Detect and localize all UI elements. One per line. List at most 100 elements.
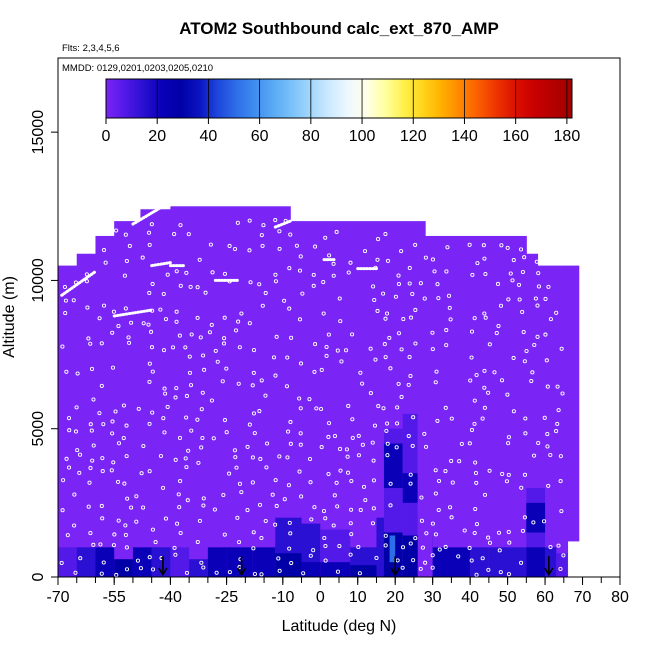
- sample-marker: [408, 373, 413, 379]
- sample-marker: [147, 469, 152, 474]
- sample-marker: [371, 458, 376, 463]
- sample-marker: [324, 344, 329, 350]
- sample-marker: [327, 253, 332, 258]
- sample-marker: [85, 305, 90, 310]
- sample-marker: [361, 484, 367, 489]
- descent-arrow-3: [544, 556, 554, 577]
- sample-marker: [446, 293, 452, 298]
- x-tick-label: 10: [349, 589, 367, 606]
- flight-leg-3: [150, 261, 172, 268]
- sample-marker: [66, 416, 72, 421]
- colorbar-tick-label: 20: [148, 128, 166, 145]
- sample-marker: [222, 336, 227, 341]
- sample-marker: [221, 341, 227, 346]
- sample-marker: [252, 571, 257, 577]
- heatmap-cell-34: [526, 547, 546, 577]
- sample-marker: [99, 503, 104, 509]
- heatmap-cell-29: [432, 547, 471, 577]
- sample-marker: [124, 454, 129, 459]
- sample-marker: [372, 423, 378, 428]
- sample-marker: [287, 306, 292, 311]
- sample-marker: [337, 544, 342, 549]
- sample-marker: [183, 345, 188, 350]
- sample-marker: [434, 369, 439, 374]
- sample-marker: [121, 403, 126, 408]
- sample-marker: [273, 218, 278, 223]
- sample-marker: [522, 255, 527, 260]
- sample-marker: [91, 397, 96, 402]
- sample-marker: [298, 431, 303, 436]
- sample-marker: [376, 237, 381, 242]
- sample-marker: [508, 271, 513, 276]
- sample-marker: [522, 359, 527, 364]
- x-tick-label: 80: [611, 589, 629, 606]
- heatmap-layer: [58, 206, 580, 578]
- sample-marker: [506, 435, 511, 440]
- sample-marker: [387, 335, 392, 340]
- sample-marker: [385, 421, 390, 426]
- sample-marker: [472, 530, 477, 536]
- sample-marker: [395, 405, 400, 410]
- sample-marker: [297, 396, 302, 401]
- sample-marker: [339, 359, 344, 364]
- sample-marker: [77, 470, 82, 475]
- sample-marker: [516, 282, 522, 287]
- heatmap-cell-11: [252, 547, 276, 577]
- sample-marker: [449, 515, 454, 520]
- sample-marker: [116, 518, 121, 523]
- sample-marker: [138, 566, 143, 571]
- heatmap-cell-0: [58, 547, 77, 577]
- heatmap-cell-36: [556, 553, 568, 577]
- colorbar-gradient: [105, 78, 573, 119]
- sample-marker: [185, 498, 190, 503]
- sample-marker: [487, 342, 492, 347]
- sample-marker: [178, 223, 183, 228]
- x-tick-label: 0: [316, 589, 325, 606]
- sample-marker: [173, 395, 178, 400]
- sample-marker: [298, 361, 304, 366]
- sample-marker: [410, 291, 415, 297]
- sample-marker: [456, 554, 461, 559]
- sample-marker: [381, 291, 386, 296]
- sample-marker: [175, 521, 180, 526]
- sample-marker: [331, 261, 336, 266]
- sample-marker: [410, 443, 415, 448]
- heatmap-cell-30: [470, 547, 489, 577]
- sample-marker: [338, 319, 343, 324]
- sample-marker: [203, 290, 208, 295]
- sample-marker: [213, 348, 218, 353]
- sample-marker: [177, 333, 182, 338]
- sample-marker: [232, 448, 237, 453]
- sample-marker: [360, 381, 365, 386]
- sample-marker: [472, 316, 477, 321]
- sample-marker: [174, 269, 179, 274]
- sample-marker: [87, 480, 92, 485]
- sample-marker: [250, 383, 255, 388]
- sample-marker: [294, 243, 299, 248]
- sample-marker: [60, 508, 65, 513]
- sample-marker: [251, 370, 256, 375]
- sample-marker: [110, 419, 115, 424]
- sample-marker: [114, 228, 119, 233]
- sample-marker: [174, 309, 179, 314]
- sample-marker: [430, 553, 435, 558]
- profile-track-layer: [59, 204, 577, 578]
- sample-marker: [335, 504, 340, 509]
- sample-marker: [535, 303, 540, 308]
- sample-marker: [396, 281, 401, 287]
- sample-marker: [475, 261, 480, 266]
- sample-marker: [381, 406, 386, 411]
- sample-marker: [332, 493, 337, 498]
- sample-marker: [189, 428, 194, 433]
- sample-marker: [400, 565, 405, 570]
- sample-marker: [559, 509, 564, 514]
- x-tick-label: 50: [499, 589, 517, 606]
- sample-marker: [209, 398, 214, 403]
- sample-marker: [486, 535, 491, 540]
- descent-arrow-head: [236, 567, 247, 577]
- sample-marker: [559, 346, 564, 351]
- sample-marker: [184, 393, 189, 399]
- sample-marker: [308, 553, 313, 558]
- sample-marker: [346, 270, 351, 275]
